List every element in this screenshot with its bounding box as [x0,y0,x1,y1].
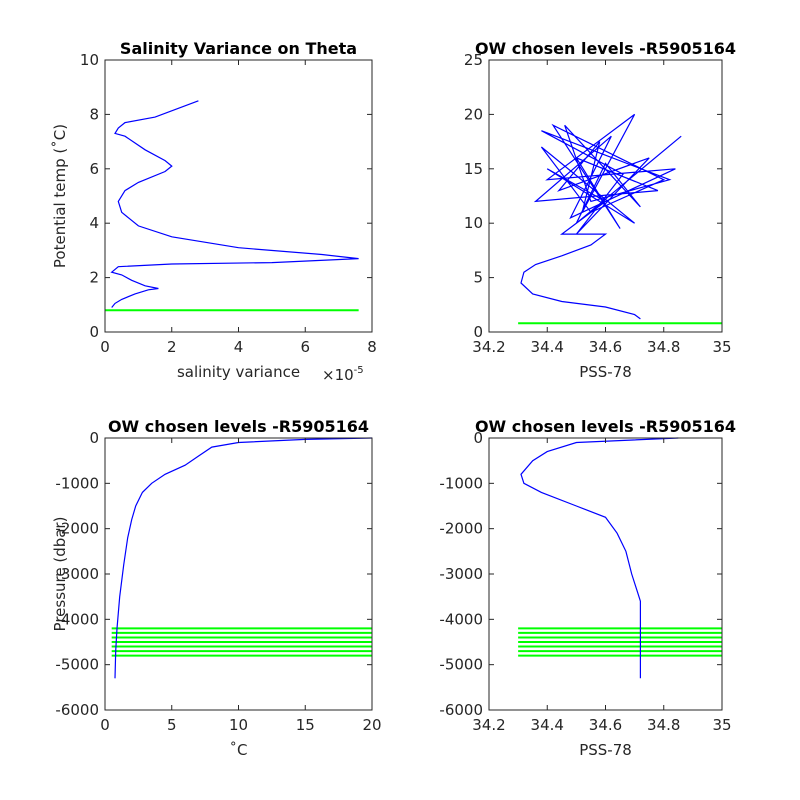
y-tick-label: -1000 [439,474,483,492]
y-tick-label: 8 [89,105,99,123]
panel: 0 5 10 15 20-6000-5000-4000-3000-2000-10000O… [51,417,382,759]
chart-title: OW chosen levels -R5905164 [475,39,736,58]
y-tick-label: -4000 [439,610,483,628]
panel: 34.2 34.4 34.6 34.8 35 -6000 -5000 -4000 -3000 -2… [439,417,736,759]
data-line [520,113,682,320]
y-tick-label: 0 [89,323,99,341]
data-line [114,437,373,679]
x-tick-label: 5 [167,716,177,734]
x-tick-label: 35 [712,338,731,356]
y-tick-label: -6000 [55,701,99,719]
x-axis-label: ˚C [230,741,248,759]
y-tick-label: 25 [464,51,483,69]
chart-title: Salinity Variance on Theta [120,39,357,58]
y-tick-label: -6000 [439,701,483,719]
y-tick-label: -3000 [55,565,99,583]
y-tick-label: -1000 [55,474,99,492]
y-tick-label: 10 [80,51,99,69]
x-tick-label: 34.4 [531,716,564,734]
data-line [520,437,679,679]
y-tick-label: -4000 [55,610,99,628]
y-tick-label: 5 [473,269,483,287]
x-tick-label: 8 [367,338,377,356]
x-axis-label: PSS-78 [579,363,632,381]
x-tick-label: 15 [296,716,315,734]
y-tick-label: -5000 [439,656,483,674]
axes-box [488,437,723,711]
exponent-base: ×10 [322,366,354,384]
x-tick-label: 34.2 [472,716,505,734]
y-tick-label: 10 [464,214,483,232]
y-tick-label: -2000 [55,520,99,538]
x-tick-label: 6 [300,338,310,356]
y-tick-label: -5000 [55,656,99,674]
y-tick-label: 0 [473,323,483,341]
chart-title: OW chosen levels -R5905164 [108,417,369,436]
panel: 0 2 4 6 8 0 2 4 6 8 10 Salinity Variance on Theta sa… [51,39,377,384]
y-axis-label: Pressure (dbar) [51,517,69,632]
x-tick-label: 0 [100,338,110,356]
y-tick-label: -2000 [439,520,483,538]
y-tick-label: 0 [89,429,99,447]
x-tick-label: 34.4 [531,338,564,356]
x-tick-label: 4 [234,338,244,356]
x-exponent: ×10-5 [322,365,364,384]
chart-title: OW chosen levels -R5905164 [475,417,736,436]
y-tick-label: 4 [89,214,99,232]
x-tick-label: 35 [712,716,731,734]
x-tick-label: 34.6 [589,338,622,356]
y-tick-label: 20 [464,105,483,123]
x-tick-label: 10 [229,716,248,734]
x-axis-label: salinity variance [177,363,300,381]
x-axis-label: PSS-78 [579,741,632,759]
x-tick-label: 34.8 [647,716,680,734]
exponent-power: -5 [354,365,364,376]
y-tick-label: 0 [473,429,483,447]
x-tick-label: 2 [167,338,177,356]
axes-box [104,437,373,711]
data-line [110,100,359,308]
y-tick-label: -3000 [439,565,483,583]
y-tick-label: 6 [89,160,99,178]
x-tick-label: 34.6 [589,716,622,734]
x-tick-label: 0 [100,716,110,734]
x-tick-label: 20 [362,716,381,734]
y-tick-label: 2 [89,269,99,287]
y-axis-label: Potential temp (˚C) [51,124,69,268]
x-tick-label: 34.2 [472,338,505,356]
x-tick-label: 34.8 [647,338,680,356]
y-tick-label: 15 [464,160,483,178]
